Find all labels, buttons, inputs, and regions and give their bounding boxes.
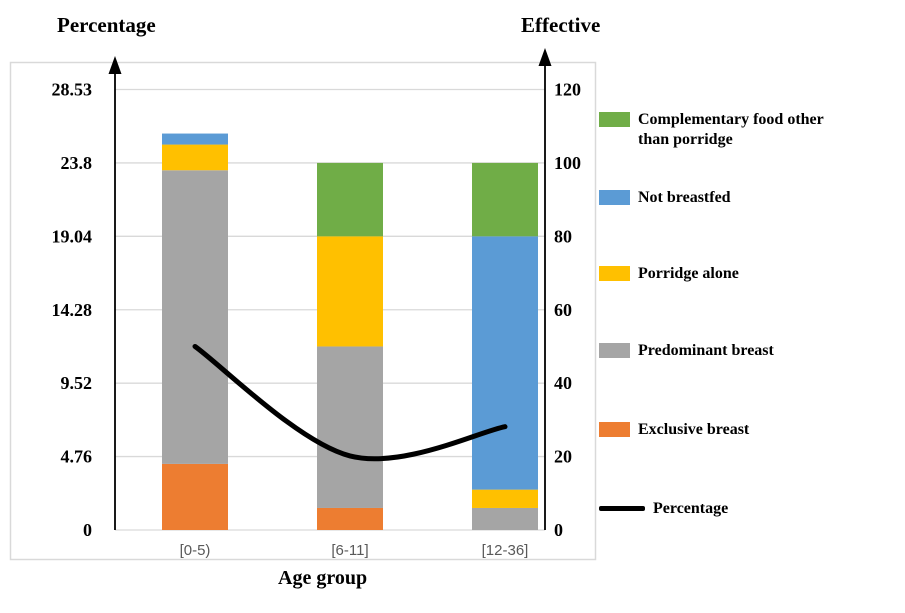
legend-label: Percentage	[653, 500, 729, 517]
bar-segment	[162, 463, 228, 530]
legend-item: Percentage	[599, 499, 899, 519]
plot-border	[9, 61, 597, 561]
left-tick-label: 23.8	[61, 153, 93, 173]
legend-label: Exclusive breast	[638, 421, 750, 438]
legend-color-swatch-icon	[599, 112, 630, 127]
left-axis-title: Percentage	[57, 13, 156, 37]
bar-segment	[162, 170, 228, 464]
legend-color-swatch-icon	[599, 343, 630, 358]
right-axis-title: Effective	[521, 13, 601, 37]
chart-canvas: 0 4.76 9.52 14.28 19.04 23.8 28.53 0 20 40 60 80 100…	[9, 48, 597, 561]
bar-segment	[317, 507, 383, 530]
left-tick-label: 4.76	[61, 447, 93, 467]
stacked-bars	[162, 133, 538, 530]
legend-color-swatch-icon	[599, 422, 630, 437]
legend-color-swatch-icon	[599, 190, 630, 205]
right-tick-label: 100	[554, 153, 581, 173]
legend-color-swatch-icon	[599, 266, 630, 281]
legend-label: Porridge alone	[638, 265, 739, 282]
legend-item: Exclusive breast	[599, 420, 899, 440]
right-axis-arrow-icon	[538, 48, 552, 66]
bar-segment	[472, 507, 538, 530]
legend-item: Porridge alone	[599, 264, 899, 284]
legend-label: Complementary food other than porridge	[638, 111, 824, 148]
right-tick-label: 60	[554, 300, 572, 320]
bar-segment	[317, 346, 383, 508]
left-tick-label: 0	[83, 520, 92, 540]
x-axis-title: Age group	[278, 567, 368, 589]
bar-segment	[162, 133, 228, 145]
bar-segment	[162, 144, 228, 171]
percentage-line	[192, 343, 508, 462]
legend-label: Predominant breast	[638, 342, 774, 359]
right-tick-label: 0	[554, 520, 563, 540]
category-label: [0-5)	[180, 542, 211, 559]
legend-item: Predominant breast	[599, 341, 899, 361]
legend-line-swatch-icon	[599, 506, 645, 511]
category-label: [12-36]	[482, 542, 529, 559]
chart-legend: Complementary food other than porridge No…	[599, 0, 905, 613]
right-tick-label: 40	[554, 373, 572, 393]
left-tick-label: 19.04	[52, 226, 93, 246]
right-tick-label: 20	[554, 447, 572, 467]
right-tick-label: 80	[554, 226, 572, 246]
bar-segment	[472, 489, 538, 508]
legend-label: Not breastfed	[638, 189, 731, 206]
left-tick-label: 14.28	[52, 300, 93, 320]
bar-segment	[317, 162, 383, 237]
bar-segment	[317, 236, 383, 347]
left-tick-label: 28.53	[52, 80, 93, 100]
legend-item: Not breastfed	[599, 188, 899, 208]
left-axis-arrow-icon	[108, 56, 122, 74]
left-tick-label: 9.52	[61, 373, 93, 393]
category-label: [6-11]	[331, 542, 368, 559]
bar-segment	[472, 236, 538, 490]
bar-segment	[472, 162, 538, 237]
right-tick-label: 120	[554, 80, 581, 100]
legend-item: Complementary food other than porridge	[599, 110, 899, 150]
